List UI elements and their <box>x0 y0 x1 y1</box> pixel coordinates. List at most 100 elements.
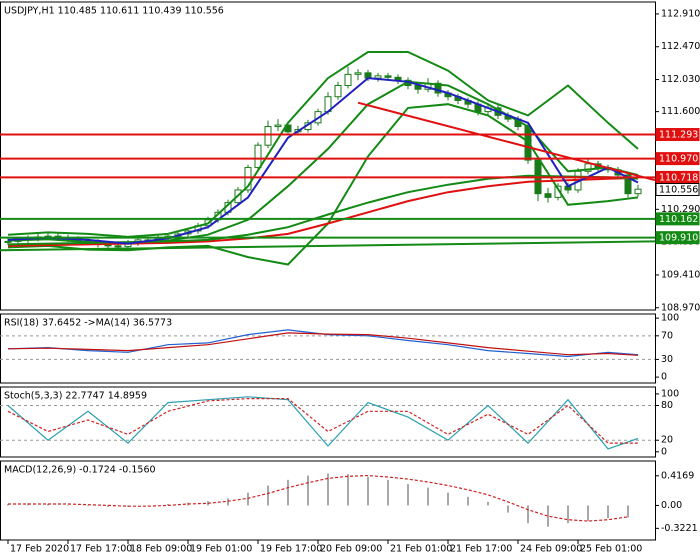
histogram-bar <box>87 505 89 507</box>
y-tick-label: 70 <box>661 330 673 341</box>
x-tick-label: 24 Feb 09:00 <box>520 544 582 555</box>
panel-frame <box>0 386 656 458</box>
panel-title: Stoch(5,3,3) 22.7747 14.8959 <box>4 391 147 402</box>
indicator-line <box>0 240 656 252</box>
panel-title: USDJPY,H1 110.485 110.611 110.439 110.55… <box>4 6 224 17</box>
y-tick-label: 20 <box>661 435 673 446</box>
histogram-bar <box>527 505 529 524</box>
x-tick-label: 19 Feb 17:00 <box>260 544 322 555</box>
panel-title: RSI(18) 37.6452 ->MA(14) 36.5773 <box>4 318 172 329</box>
candle-body <box>334 85 342 98</box>
indicator-line <box>7 332 639 356</box>
level-label-box <box>655 212 700 226</box>
histogram-bar <box>7 504 9 506</box>
candle-body <box>344 73 352 87</box>
level-label: 110.718 <box>659 172 698 183</box>
x-tick-label: 21 Feb 01:00 <box>390 544 452 555</box>
candle-body <box>114 245 122 248</box>
histogram-bar <box>307 475 309 506</box>
x-tick-label: 25 Feb 01:00 <box>580 544 642 555</box>
histogram-bar <box>587 505 589 522</box>
y-tick-label: 112.030 <box>661 74 700 85</box>
candle-body <box>4 240 12 243</box>
histogram-bar <box>507 505 509 513</box>
indicator-line <box>8 474 629 522</box>
histogram-bar <box>167 504 169 506</box>
candle-body <box>264 126 272 146</box>
candle-body <box>584 163 592 172</box>
candle-body <box>244 167 252 191</box>
y-tick-label: 30 <box>661 354 673 365</box>
x-tick-label: 20 Feb 09:00 <box>320 544 382 555</box>
candle-body <box>374 75 382 79</box>
candle-body <box>434 82 442 94</box>
histogram-bar <box>627 505 629 518</box>
candle-body <box>274 124 282 128</box>
histogram-bar <box>367 476 369 506</box>
level-label-box <box>655 152 700 166</box>
y-tick-label: 0 <box>661 446 667 457</box>
histogram-bar <box>427 487 429 506</box>
histogram-bar <box>227 498 229 506</box>
panel-title: MACD(12,26,9) -0.1724 -0.1560 <box>4 465 156 476</box>
histogram-bar <box>67 504 69 506</box>
indicator-line <box>7 396 639 450</box>
level-label-box <box>655 182 700 196</box>
y-tick-label: 110.290 <box>661 204 700 215</box>
y-tick-label: 80 <box>661 400 673 411</box>
y-tick-label: 112.910 <box>661 8 700 19</box>
histogram-bar <box>287 479 289 506</box>
histogram-bar <box>447 492 449 506</box>
level-label: 110.970 <box>659 154 698 165</box>
histogram-bar <box>567 505 569 524</box>
y-tick-label: 108.970 <box>661 302 700 313</box>
level-label: 111.293 <box>659 130 698 141</box>
indicator-line <box>357 101 656 182</box>
histogram-bar <box>267 485 269 506</box>
histogram-bar <box>347 474 349 506</box>
histogram-bar <box>327 473 329 506</box>
level-label-box <box>655 128 700 142</box>
indicator-line <box>7 77 639 245</box>
candle-body <box>624 174 632 195</box>
panel-frame <box>0 460 656 541</box>
x-tick-label: 21 Feb 17:00 <box>450 544 512 555</box>
histogram-bar <box>407 484 409 506</box>
x-tick-label: 18 Feb 09:00 <box>130 544 192 555</box>
candle-body <box>554 185 562 198</box>
histogram-bar <box>607 505 609 519</box>
level-label: 110.162 <box>659 214 698 225</box>
candle-body <box>634 188 642 195</box>
y-tick-label: -0.3221 <box>661 523 698 534</box>
indicator-line <box>7 177 639 247</box>
y-tick-label: 100 <box>661 388 679 399</box>
histogram-bar <box>467 496 469 506</box>
level-label: 110.556 <box>659 184 698 195</box>
histogram-bar <box>107 505 109 507</box>
indicator-line <box>7 398 638 444</box>
histogram-bar <box>547 505 549 527</box>
y-tick-label: 111.600 <box>661 106 700 117</box>
level-label: 109.910 <box>659 233 698 244</box>
y-tick-label: 109.410 <box>661 269 700 280</box>
candle-body <box>254 144 262 169</box>
x-tick-label: 19 Feb 01:00 <box>190 544 252 555</box>
y-tick-label: 0.4169 <box>661 470 694 481</box>
histogram-bar <box>47 504 49 506</box>
y-tick-label: 100 <box>661 313 679 324</box>
panel-frame <box>0 313 656 384</box>
histogram-bar <box>487 501 489 506</box>
candle-body <box>354 72 362 75</box>
x-tick-label: 17 Feb 17:00 <box>70 544 132 555</box>
y-tick-label: 0.00 <box>661 500 682 511</box>
panel-frame <box>0 1 656 311</box>
histogram-bar <box>387 479 389 506</box>
candle-body <box>544 193 552 198</box>
indicator-line <box>7 51 639 238</box>
x-tick-label: 17 Feb 2020 <box>10 544 69 555</box>
y-tick-label: 112.470 <box>661 41 700 52</box>
level-label-box <box>655 231 700 245</box>
candle-body <box>384 75 392 78</box>
